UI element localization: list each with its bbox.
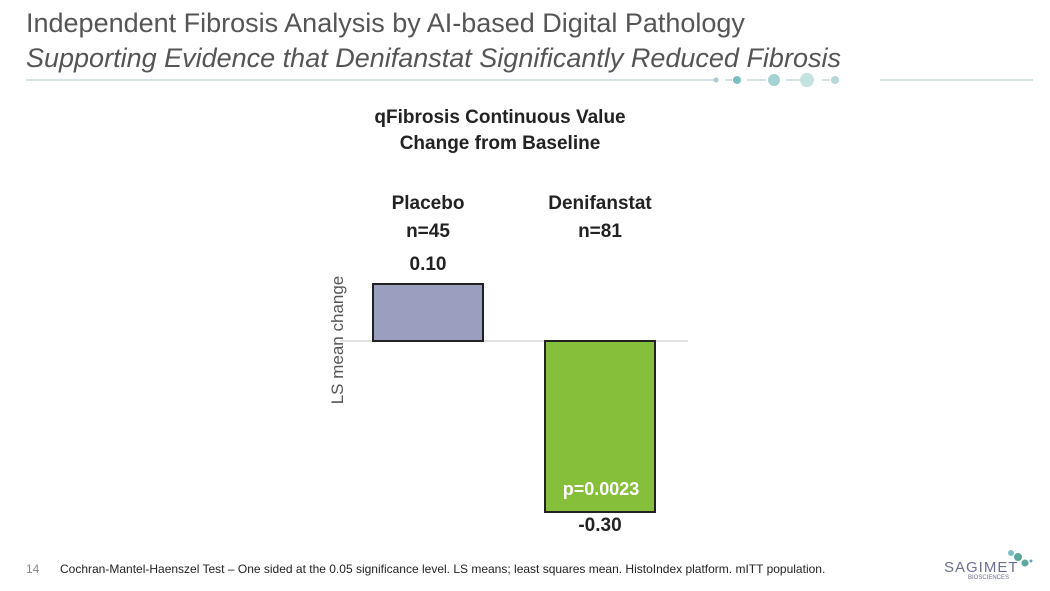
p-value-annotation: p=0.0023 (562, 479, 640, 499)
chart-title: qFibrosis Continuous Value Change from Ba… (374, 107, 626, 154)
sagimet-logo: SAGIMET BIOSCIENCES (944, 550, 1033, 580)
bar-placebo (372, 283, 484, 342)
group-label-placebo: Placebo n=45 (391, 193, 465, 242)
data-label-placebo: 0.10 (409, 254, 447, 275)
bar-denifanstat (544, 340, 656, 513)
slide-subtitle: Supporting Evidence that Denifanstat Sig… (26, 43, 841, 73)
svg-text:BIOSCIENCES: BIOSCIENCES (968, 575, 1009, 580)
slide-title: Independent Fibrosis Analysis by AI-base… (26, 8, 745, 38)
group-label-denifanstat: Denifanstat n=81 (548, 193, 652, 242)
decor-line (26, 73, 1033, 87)
svg-text:SAGIMET: SAGIMET (944, 559, 1019, 576)
data-label-denifanstat: -0.30 (578, 515, 622, 536)
page-number: 14 (26, 562, 40, 576)
footnote: Cochran-Mantel-Haenszel Test – One sided… (60, 562, 826, 576)
